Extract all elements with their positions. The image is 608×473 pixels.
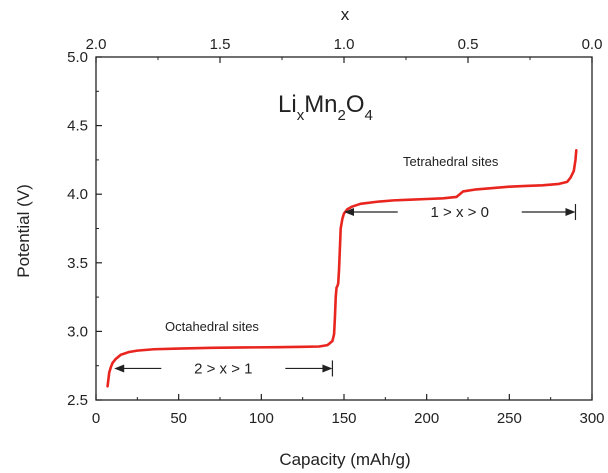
top-x-tick-label: 1.5	[210, 36, 231, 53]
x-tick-label: 100	[249, 410, 274, 427]
x-tick-label: 300	[579, 410, 604, 427]
tick-labels: 0 50 100 150 200 250 300 2.0 1.5 1.0 0.5 0.0 2.5 3.0 3…	[67, 36, 604, 427]
y-tick-label: 2.5	[67, 392, 88, 409]
formula-sub-x: x	[297, 107, 305, 124]
y-tick-label: 3.0	[67, 323, 88, 340]
y-tick-label: 5.0	[67, 49, 88, 66]
annotations-layer: 1 > x > 0 2 > x > 1	[114, 204, 577, 377]
top-axis-title: x	[341, 5, 350, 24]
series-layer	[106, 149, 578, 388]
formula-mn: Mn	[304, 91, 337, 118]
range-lower-arrow-left-arrowhead	[114, 364, 125, 373]
top-x-tick-label: 0.0	[582, 36, 603, 53]
range-lower-arrow-label: 2 > x > 1	[194, 360, 252, 377]
y-tick-label: 3.5	[67, 255, 88, 272]
x-tick-label: 50	[170, 410, 187, 427]
y-tick-label: 4.5	[67, 118, 88, 135]
range-upper-arrow-right-arrowhead	[565, 208, 576, 217]
axis-ticks	[95, 56, 593, 401]
x-tick-label: 200	[414, 410, 439, 427]
formula-label: LixMn2O4	[278, 91, 373, 124]
y-axis-title: Potential (V)	[14, 184, 33, 278]
formula-sub-4: 4	[365, 107, 373, 124]
discharge-curve	[106, 149, 578, 388]
top-x-tick-label: 2.0	[86, 36, 107, 53]
range-upper-arrow: 1 > x > 0	[344, 204, 577, 221]
x-axis-title: Capacity (mAh/g)	[279, 450, 410, 469]
top-x-tick-label: 0.5	[458, 36, 479, 53]
octahedral-sites-label: Octahedral sites	[165, 319, 259, 334]
range-upper-arrow-label: 1 > x > 0	[431, 204, 489, 221]
top-x-tick-label: 1.0	[334, 36, 355, 53]
formula-o: O	[346, 91, 365, 118]
x-tick-label: 250	[497, 410, 522, 427]
formula-sub-2: 2	[338, 107, 346, 124]
range-lower-arrow-right-arrowhead	[322, 364, 333, 373]
tetrahedral-sites-label: Tetrahedral sites	[403, 154, 499, 169]
y-tick-label: 4.0	[67, 186, 88, 203]
x-tick-label: 0	[92, 410, 100, 427]
x-tick-label: 150	[331, 410, 356, 427]
range-upper-arrow-left-arrowhead	[344, 208, 354, 217]
formula-li: Li	[278, 91, 297, 118]
range-lower-arrow: 2 > x > 1	[114, 360, 334, 377]
